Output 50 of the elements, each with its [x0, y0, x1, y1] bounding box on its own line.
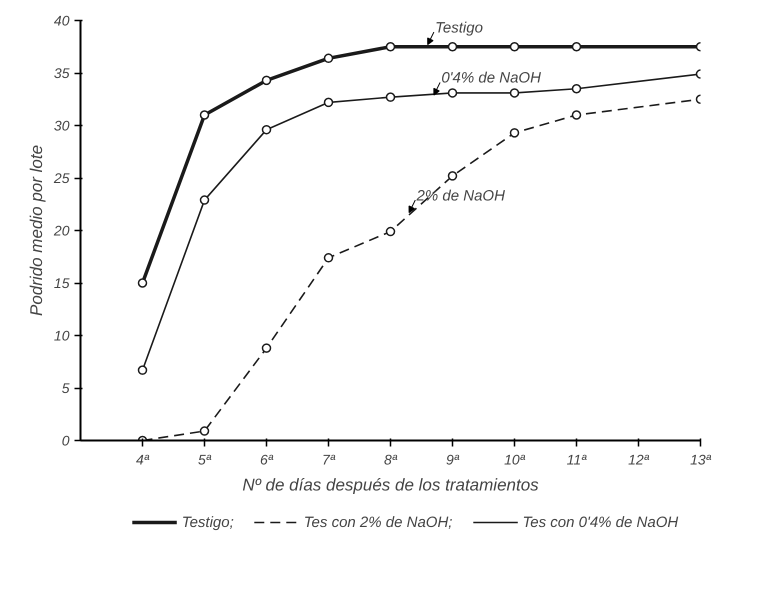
y-tick-label: 35	[54, 65, 70, 81]
point	[510, 42, 520, 52]
point	[386, 226, 396, 236]
x-tick-label: 4ª	[136, 452, 150, 468]
point	[448, 171, 458, 181]
point	[138, 278, 148, 288]
y-tick-label: 5	[62, 380, 70, 396]
point	[324, 98, 334, 108]
y-axis-title: Podrido medio por lote	[26, 144, 46, 316]
annotation: Testigo	[435, 19, 483, 36]
point	[138, 365, 148, 375]
x-tick-label: 7ª	[322, 452, 336, 468]
legend-label: Tes con 2% de NaOH;	[304, 514, 452, 530]
y-tick-label: 30	[54, 118, 70, 134]
point	[572, 84, 582, 94]
point	[448, 42, 458, 52]
x-tick-label: 5ª	[198, 452, 212, 468]
y-tick-label: 15	[54, 275, 70, 291]
x-tick-label: 10ª	[504, 452, 526, 468]
point	[448, 88, 458, 98]
point	[386, 42, 396, 52]
x-axis-title: Nº de días después de los tratamientos	[242, 476, 540, 494]
point	[200, 195, 210, 205]
legend-label: Tes con 0'4% de NaOH	[522, 514, 678, 530]
annotation: 2% de NaOH	[416, 187, 506, 204]
point	[510, 88, 520, 98]
x-tick-label: 13ª	[690, 452, 712, 468]
x-tick-label: 8ª	[384, 452, 398, 468]
point	[324, 54, 334, 64]
x-tick-label: 9ª	[446, 452, 460, 468]
point	[510, 128, 520, 138]
point	[324, 253, 334, 263]
point	[572, 42, 582, 52]
y-tick-label: 40	[54, 12, 70, 28]
y-tick-label: 25	[52, 170, 70, 186]
y-tick-label: 0	[62, 432, 70, 448]
point	[262, 76, 272, 86]
point	[262, 343, 272, 353]
point	[262, 124, 272, 134]
x-tick-label: 11ª	[566, 452, 588, 468]
legend-label: Testigo;	[182, 514, 234, 530]
point	[572, 110, 582, 120]
annotation: 0'4% de NaOH	[441, 70, 542, 87]
y-tick-label: 20	[52, 222, 70, 238]
x-tick-label: 6ª	[260, 452, 274, 468]
point	[200, 110, 210, 120]
point	[386, 92, 396, 102]
x-tick-label: 12ª	[628, 452, 650, 468]
point	[200, 426, 210, 436]
y-tick-label: 10	[54, 328, 70, 344]
